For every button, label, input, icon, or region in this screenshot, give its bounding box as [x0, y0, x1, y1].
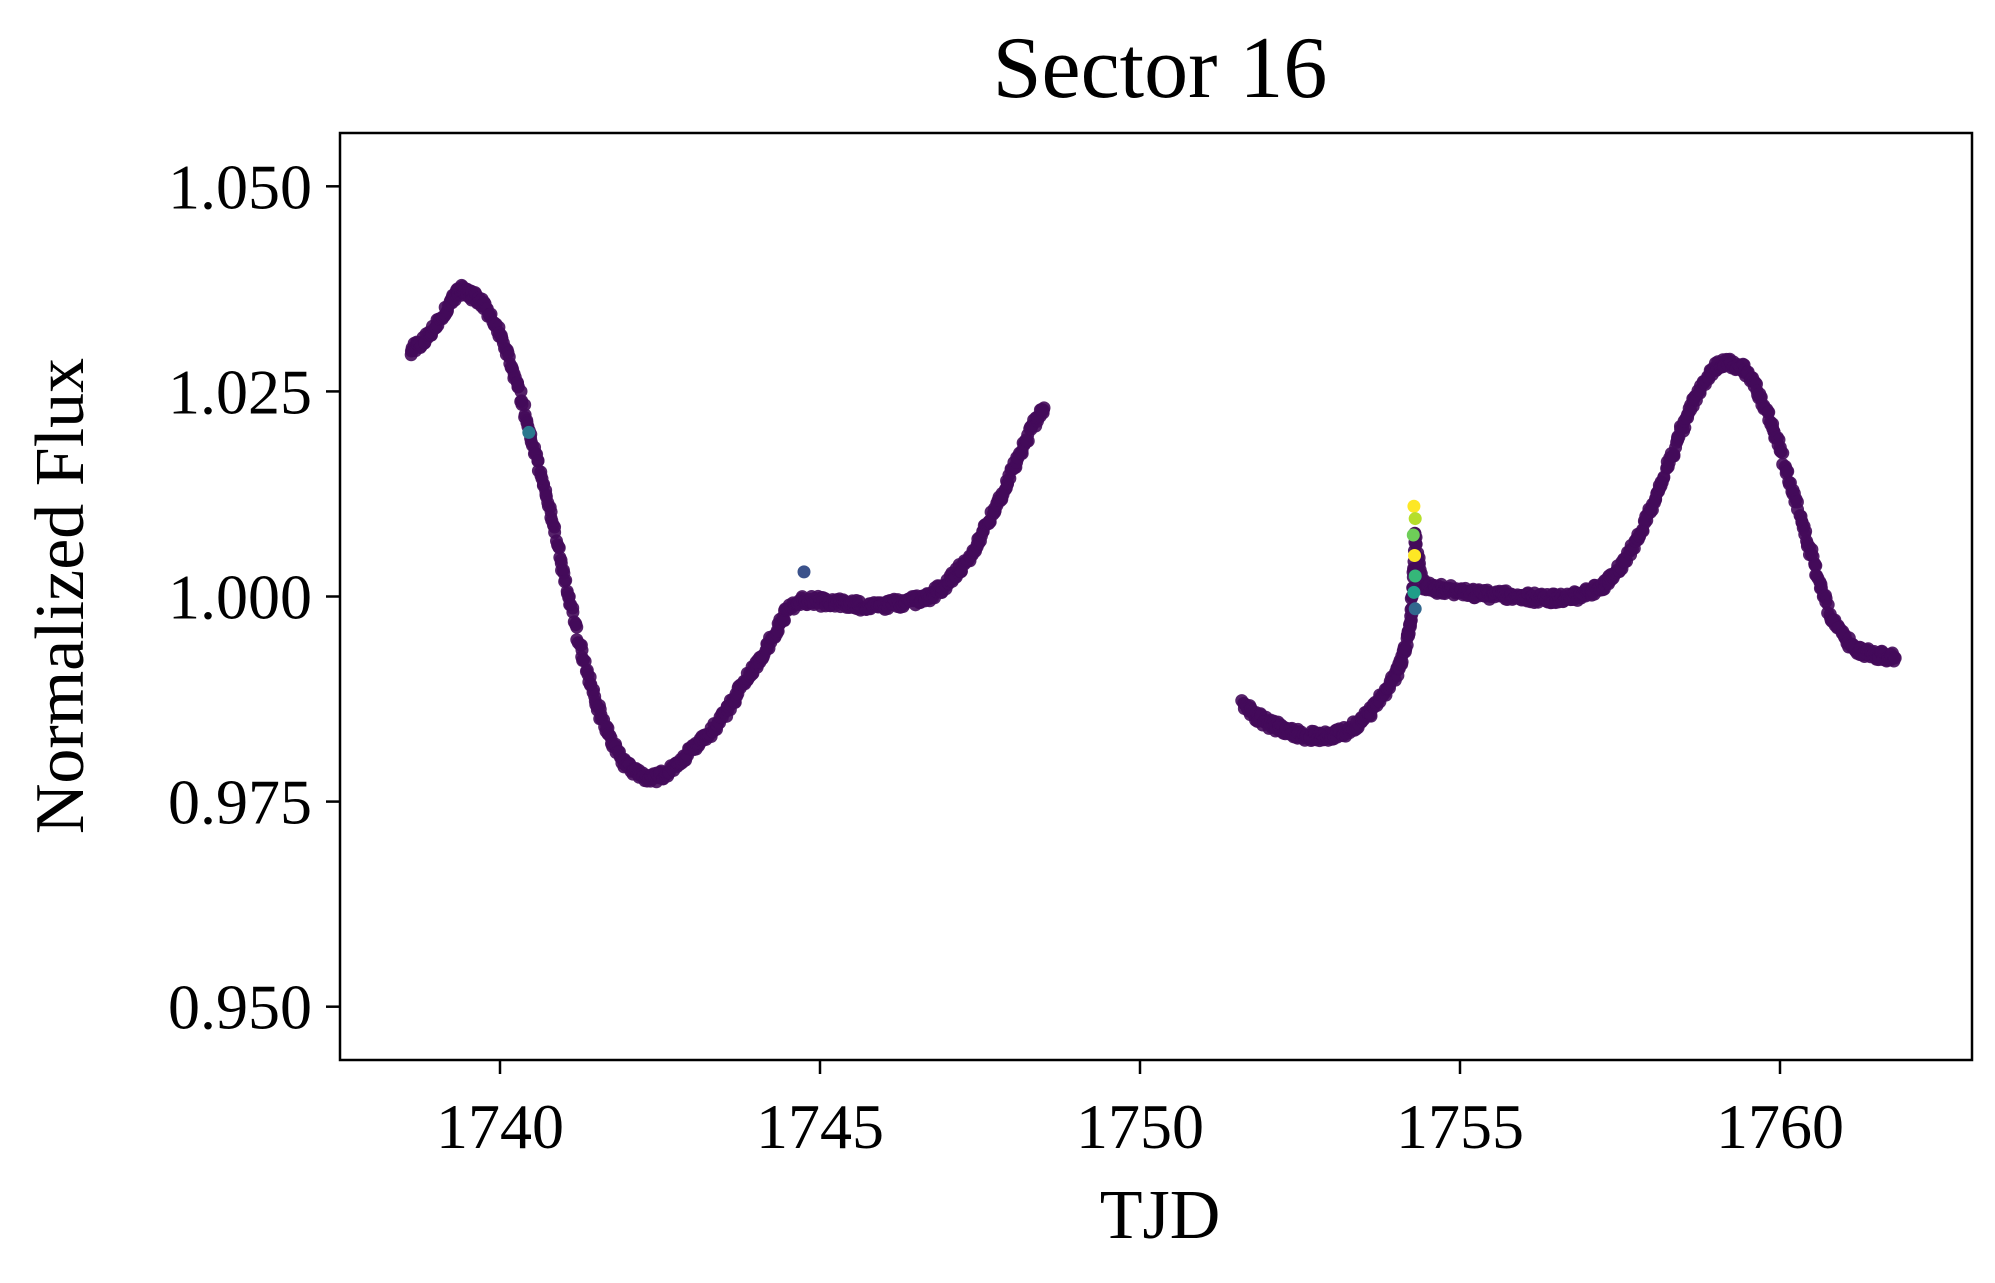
- y-axis-label: Normalized Flux: [22, 358, 99, 834]
- x-tick-label: 1745: [756, 1091, 884, 1162]
- x-axis-ticks: 1740 1745 1750 1755 1760: [436, 1060, 1844, 1162]
- outlier-point: [1406, 528, 1420, 542]
- y-tick-label: 1.025: [168, 356, 312, 427]
- outlier-point: [1408, 548, 1422, 562]
- data-point: [552, 541, 566, 555]
- x-tick-label: 1755: [1396, 1091, 1524, 1162]
- plot-points: [404, 278, 1902, 789]
- x-tick-label: 1740: [436, 1091, 564, 1162]
- data-point: [1888, 651, 1902, 665]
- data-point: [570, 620, 584, 634]
- y-axis-ticks: 0.950 0.975 1.000 1.025 1.050: [168, 151, 340, 1043]
- outlier-point: [1408, 602, 1422, 616]
- outlier-point: [1407, 585, 1421, 599]
- data-point: [559, 573, 573, 587]
- x-tick-label: 1760: [1716, 1091, 1844, 1162]
- data-point: [518, 398, 532, 412]
- x-tick-label: 1750: [1076, 1091, 1204, 1162]
- y-tick-label: 1.000: [168, 562, 312, 633]
- chart-title: Sector 16: [993, 20, 1328, 117]
- data-point: [1037, 401, 1051, 415]
- data-point: [531, 453, 545, 467]
- data-point: [777, 613, 791, 627]
- outlier-point: [1408, 569, 1422, 583]
- x-axis-label: TJD: [1100, 1177, 1221, 1254]
- data-point: [1776, 446, 1790, 460]
- y-tick-label: 0.950: [168, 972, 312, 1043]
- y-tick-label: 0.975: [168, 767, 312, 838]
- outlier-point: [797, 565, 811, 579]
- data-point: [1809, 559, 1823, 573]
- outlier-point: [522, 425, 536, 439]
- outlier-point: [1408, 512, 1422, 526]
- data-point: [566, 605, 580, 619]
- plot-area-frame: [338, 131, 1974, 1062]
- y-tick-label: 1.050: [168, 151, 312, 222]
- data-point: [514, 384, 528, 398]
- outlier-point: [1407, 499, 1421, 513]
- data-point: [1781, 464, 1795, 478]
